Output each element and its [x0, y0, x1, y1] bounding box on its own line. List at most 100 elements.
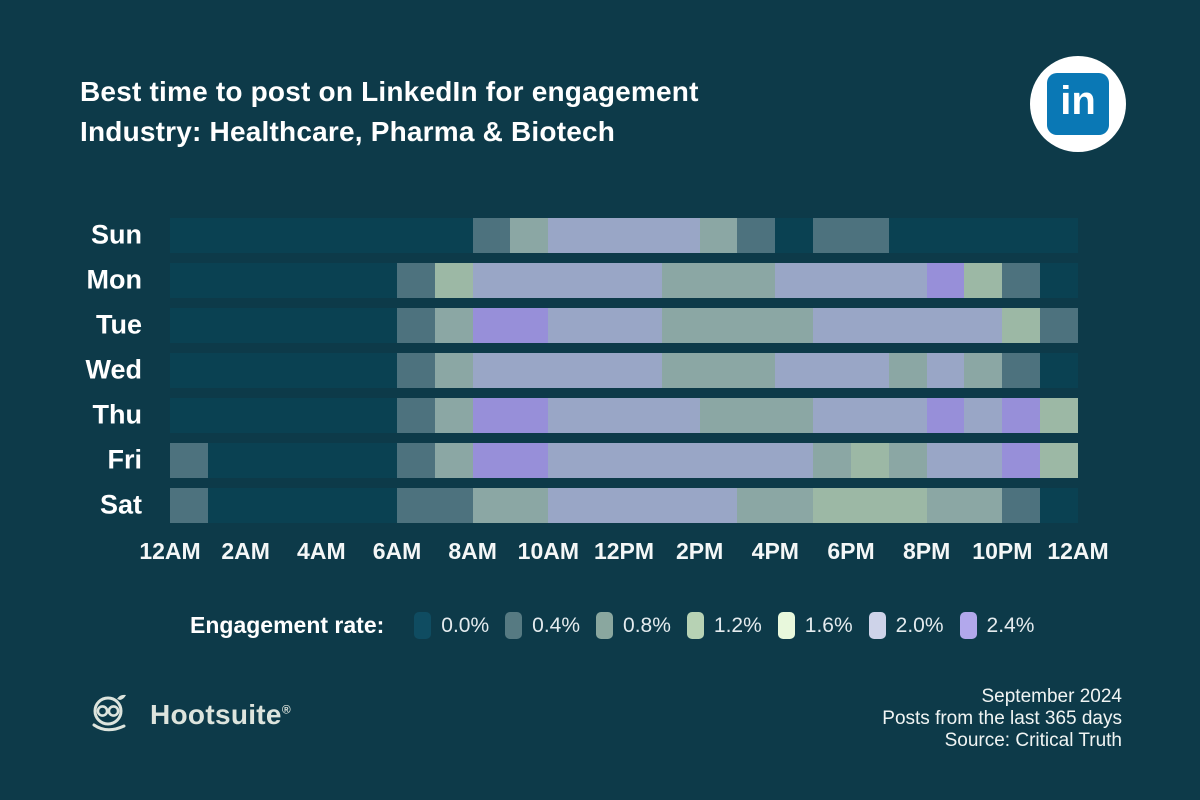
footer-meta: September 2024 Posts from the last 365 d…: [882, 686, 1122, 752]
day-label: Tue: [96, 309, 142, 340]
meta-source: Source: Critical Truth: [944, 730, 1122, 751]
heatmap-cell: [1040, 398, 1078, 433]
linkedin-logo: in: [1030, 56, 1126, 152]
day-label: Thu: [92, 399, 142, 430]
x-tick-label: 6PM: [827, 538, 875, 564]
heatmap-cell: [775, 263, 814, 298]
heatmap-cell: [888, 488, 927, 523]
heatmap-cell: [170, 353, 208, 388]
heatmap-cell: [548, 308, 587, 343]
heatmap-cell: [548, 488, 587, 523]
heatmap-cell: [623, 398, 662, 433]
heatmap-cell: [1040, 488, 1078, 523]
legend-value: 0.4%: [532, 613, 581, 637]
heatmap-cell: [1002, 488, 1041, 523]
heatmap-cell: [813, 218, 851, 253]
heatmap-cell: [472, 353, 511, 388]
heatmap-cell: [661, 488, 700, 523]
heatmap-row-sat: Sat: [100, 488, 1078, 523]
heatmap-cell: [396, 353, 435, 388]
day-label: Wed: [85, 354, 142, 385]
heatmap-cell: [926, 353, 965, 388]
heatmap-cell: [207, 308, 246, 343]
heatmap-cell: [926, 443, 965, 478]
heatmap-cell: [850, 308, 889, 343]
heatmap-cell: [737, 353, 776, 388]
heatmap-cell: [472, 263, 511, 298]
heatmap-cell: [510, 488, 549, 523]
heatmap-cell: [207, 263, 246, 298]
legend: Engagement rate: 0.0% 0.4% 0.8% 1.2% 1.6% 2.0…: [190, 612, 1140, 639]
x-tick-label: 2AM: [221, 538, 270, 564]
heatmap-cell: [245, 443, 284, 478]
heatmap-cell: [1002, 263, 1041, 298]
heatmap-cell: [699, 488, 738, 523]
heatmap-cell: [245, 263, 284, 298]
heatmap-cell: [926, 488, 965, 523]
legend-swatch: [959, 612, 977, 639]
heatmap-cell: [472, 218, 511, 253]
heatmap-cell: [283, 398, 322, 433]
heatmap-cell: [510, 398, 549, 433]
heatmap-cell: [850, 398, 889, 433]
heatmap-cell: [586, 443, 624, 478]
heatmap-cell: [207, 398, 246, 433]
heatmap-cell: [661, 353, 700, 388]
legend-value: 2.4%: [986, 613, 1035, 637]
heatmap-cell: [548, 263, 587, 298]
heatmap-cell: [510, 353, 549, 388]
heatmap-cell: [1040, 308, 1078, 343]
x-tick-label: 10PM: [972, 538, 1033, 564]
legend-swatch: [686, 612, 704, 639]
legend-item: 2.4%: [959, 612, 1035, 639]
linkedin-in-glyph: in: [1060, 79, 1096, 123]
x-tick-label: 4AM: [297, 538, 346, 564]
heatmap-cell: [321, 353, 360, 388]
heatmap-cell: [813, 308, 851, 343]
heatmap-cell: [396, 308, 435, 343]
heatmap-cell: [283, 443, 322, 478]
heatmap-cell: [472, 308, 511, 343]
x-tick-label: 10AM: [517, 538, 580, 564]
linkedin-icon: in: [1047, 73, 1109, 135]
heatmap-cell: [472, 443, 511, 478]
heatmap-cell: [1002, 353, 1041, 388]
heatmap-cell: [207, 488, 246, 523]
heatmap-cell: [586, 218, 624, 253]
day-label: Mon: [86, 264, 142, 295]
heatmap-cell: [1002, 308, 1041, 343]
hootsuite-logo: Hootsuite®: [84, 692, 291, 738]
heatmap-cell: [623, 353, 662, 388]
heatmap-cell: [775, 398, 814, 433]
title-line-1: Best time to post on LinkedIn for engage…: [80, 76, 699, 107]
heatmap-cell: [548, 398, 587, 433]
heatmap-cell: [396, 263, 435, 298]
heatmap-cell: [170, 218, 208, 253]
heatmap-cell: [396, 218, 435, 253]
legend-item: 1.2%: [686, 612, 762, 639]
heatmap-cell: [661, 218, 700, 253]
heatmap-cell: [510, 443, 549, 478]
heatmap-cell: [586, 308, 624, 343]
x-tick-label: 2PM: [676, 538, 724, 564]
heatmap-cell: [359, 218, 397, 253]
x-tick-label: 12AM: [1047, 538, 1109, 564]
heatmap-cell: [813, 398, 851, 433]
heatmap-cell: [926, 398, 965, 433]
heatmap-cell: [434, 443, 473, 478]
legend-title: Engagement rate:: [190, 612, 385, 638]
heatmap-cell: [548, 443, 587, 478]
heatmap-cell: [1002, 398, 1041, 433]
heatmap-cell: [170, 398, 208, 433]
heatmap-row-thu: Thu: [93, 398, 1078, 433]
heatmap-cell: [964, 353, 1003, 388]
heatmap-cell: [245, 353, 284, 388]
heatmap-row-sun: Sun: [91, 218, 1078, 253]
legend-value: 2.0%: [895, 613, 944, 637]
heatmap-cell: [888, 308, 927, 343]
x-tick-label: 8AM: [448, 538, 497, 564]
legend-value: 0.0%: [441, 613, 490, 637]
heatmap-cell: [321, 263, 360, 298]
heatmap-cell: [737, 398, 776, 433]
